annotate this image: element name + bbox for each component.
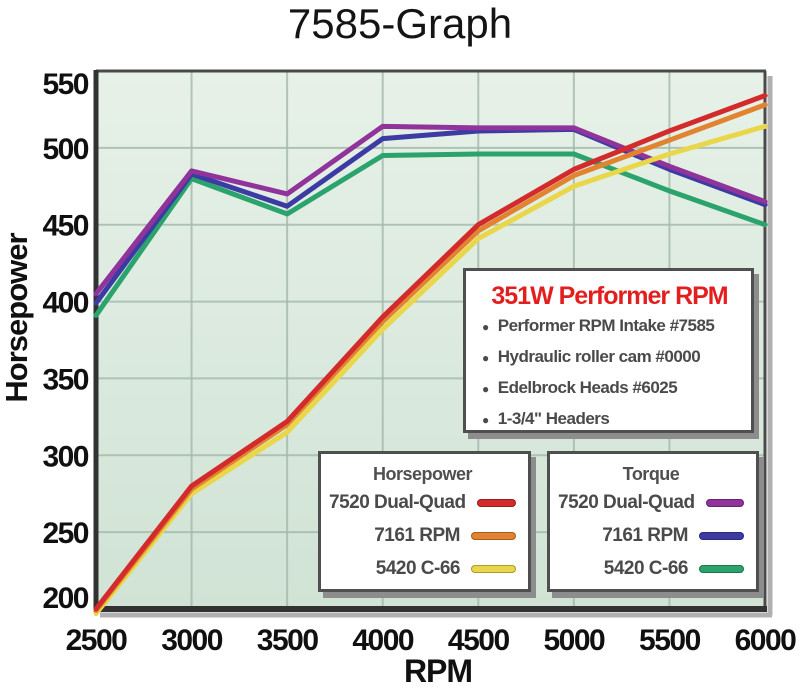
green-line-swatch-icon (699, 564, 744, 573)
x-tick-label: 5000 (543, 624, 605, 657)
y-tick-label: 350 (42, 363, 88, 396)
y-axis-title: Horsepower (0, 232, 34, 402)
curve-hp-7161-rpm (93, 102, 768, 614)
x-tick-label: 4500 (448, 624, 510, 657)
bullet-icon: ● (482, 320, 489, 334)
legend-item-label: 5420 C-66 (603, 557, 689, 579)
legend-item-label: 7161 RPM (602, 524, 688, 546)
y-tick-label: 550 (42, 68, 88, 101)
y-tick-label: 200 (42, 582, 88, 615)
legend-item: 7520 Dual-Quad (558, 486, 744, 519)
curve-tq-7161-rpm (93, 126, 768, 306)
annotation-bullet-text: Edelbrock Heads #6025 (497, 378, 678, 397)
y-tick-label: 250 (42, 517, 88, 550)
annotation-bullet-text: Hydraulic roller cam #0000 (497, 347, 701, 366)
x-tick-label: 3500 (257, 624, 319, 657)
curve-tq-5420-c66 (93, 151, 768, 318)
red-line-swatch-icon (476, 498, 516, 507)
x-axis-title: RPM (404, 653, 472, 689)
curve-hp-7520-dual-quad (93, 93, 768, 612)
legend-title: Torque (622, 464, 680, 484)
page-title: 7585-Graph (287, 0, 513, 47)
annotation-bullet: ● Edelbrock Heads #6025 (480, 373, 739, 404)
annotation-bullet-text: Performer RPM Intake #7585 (497, 316, 715, 335)
bullet-icon: ● (482, 351, 489, 365)
annotation-bullet-text: 1-3/4" Headers (497, 409, 610, 428)
legend-item: 5420 C-66 (329, 552, 516, 585)
spec-annotation-box: 351W Performer RPM ● Performer RPM Intak… (463, 268, 754, 433)
annotation-bullet: ● Hydraulic roller cam #0000 (480, 342, 739, 373)
x-tick-label: 6000 (735, 624, 797, 657)
blue-line-swatch-icon (699, 531, 744, 540)
y-tick-label: 400 (42, 287, 88, 320)
legend-torque: Torque 7520 Dual-Quad 7161 RPM 5420 C-66 (547, 451, 759, 592)
legend-item-label: 7161 RPM (374, 524, 460, 546)
legend-item-label: 7520 Dual-Quad (558, 491, 695, 513)
y-tick-label: 300 (42, 440, 88, 473)
legend-item: 7161 RPM (558, 519, 744, 552)
y-tick-label: 450 (42, 210, 88, 243)
legend-horsepower: Horsepower 7520 Dual-Quad 7161 RPM 5420 … (318, 451, 531, 592)
legend-item-label: 5420 C-66 (375, 557, 461, 579)
legend-item: 5420 C-66 (558, 552, 744, 585)
x-tick-label: 4000 (352, 624, 414, 657)
annotation-bullet: ● 1-3/4" Headers (480, 404, 739, 435)
orange-line-swatch-icon (471, 531, 516, 540)
x-tick-label: 3000 (161, 624, 223, 657)
annotation-bullet: ● Performer RPM Intake #7585 (480, 311, 739, 342)
bullet-icon: ● (482, 413, 489, 427)
plot-area: 200 250 300 350 400 450 500 550 2500 3000 3500 4000… (42, 68, 797, 657)
yellow-line-swatch-icon (471, 564, 516, 573)
annotation-title: 351W Performer RPM (491, 282, 728, 310)
x-tick-label: 2500 (66, 624, 128, 657)
legend-title: Horsepower (372, 464, 473, 484)
bullet-icon: ● (482, 382, 489, 396)
legend-item: 7161 RPM (329, 519, 516, 552)
y-tick-label: 500 (42, 133, 88, 166)
legend-item: 7520 Dual-Quad (329, 486, 516, 519)
x-tick-label: 5500 (639, 624, 701, 657)
legend-item-label: 7520 Dual-Quad (329, 491, 466, 513)
curve-hp-5420-c66 (93, 123, 768, 617)
purple-line-swatch-icon (705, 498, 744, 507)
